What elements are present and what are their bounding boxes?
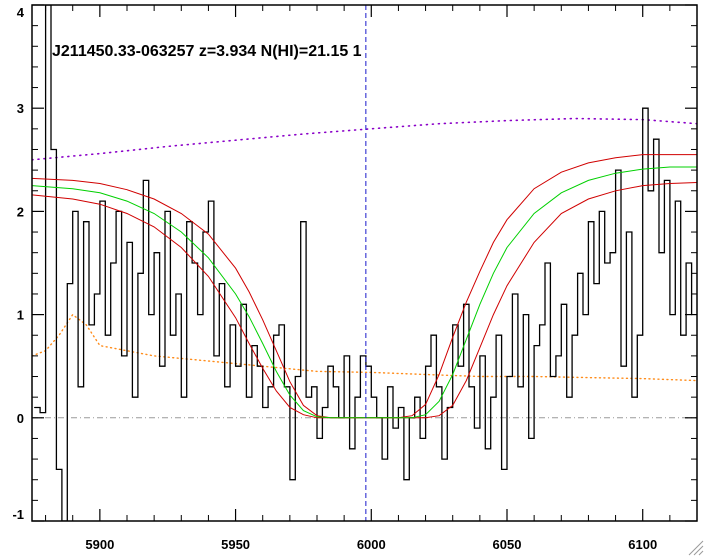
y-tick-label: 3 <box>17 101 24 116</box>
y-tick-label: 1 <box>17 308 24 323</box>
series-continuum <box>32 117 697 161</box>
x-tick-label: 5900 <box>85 537 114 552</box>
y-tick-label: 2 <box>17 204 24 219</box>
data-layer <box>32 5 697 521</box>
axis-layer: 5900 5950 6000 6050 6100 -1 0 1 2 3 4 <box>12 4 698 552</box>
x-tick-label: 6100 <box>628 537 657 552</box>
plot-title: J211450.33-063257 z=3.934 N(HI)=21.15 1 <box>52 43 362 60</box>
resize-grip-icon[interactable] <box>688 540 704 556</box>
x-tick-label: 6000 <box>357 537 386 552</box>
y-tick-label: 0 <box>17 411 24 426</box>
series-flux <box>34 5 693 521</box>
y-tick-label: 4 <box>17 5 25 20</box>
plot-frame <box>31 4 698 522</box>
series-model <box>32 166 697 419</box>
x-tick-label: 5950 <box>221 537 250 552</box>
y-tick-label: -1 <box>12 507 24 522</box>
x-tick-label: 6050 <box>493 537 522 552</box>
